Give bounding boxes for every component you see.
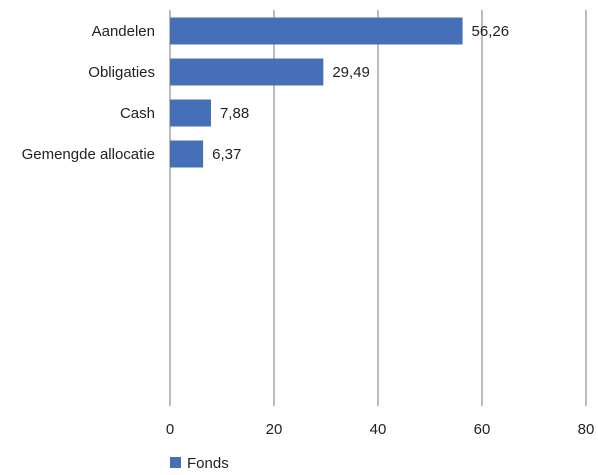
bar-cash (170, 99, 211, 127)
x-axis-ticks: 0 20 40 60 80 (166, 421, 595, 438)
x-tick-label: 60 (474, 421, 491, 438)
category-label: Aandelen (92, 23, 155, 40)
legend-swatch-fonds (170, 457, 181, 468)
category-labels: Aandelen Obligaties Cash Gemengde allocatie (22, 23, 155, 163)
value-label: 7,88 (220, 105, 249, 122)
category-label: Gemengde allocatie (22, 146, 155, 163)
category-label: Obligaties (88, 64, 155, 81)
legend-label-fonds: Fonds (187, 455, 229, 472)
x-tick-label: 40 (370, 421, 387, 438)
bar-aandelen (170, 17, 463, 45)
x-tick-label: 80 (578, 421, 595, 438)
category-label: Cash (120, 105, 155, 122)
value-label: 56,26 (472, 23, 510, 40)
value-label: 29,49 (332, 64, 370, 81)
x-tick-label: 20 (266, 421, 283, 438)
legend: Fonds (170, 455, 229, 472)
x-tick-label: 0 (166, 421, 174, 438)
bar-obligaties (170, 58, 324, 86)
value-label: 6,37 (212, 146, 241, 163)
value-labels: 56,26 29,49 7,88 6,37 (212, 23, 509, 163)
bar-gemengde-allocatie (170, 140, 204, 168)
bars (170, 17, 463, 168)
